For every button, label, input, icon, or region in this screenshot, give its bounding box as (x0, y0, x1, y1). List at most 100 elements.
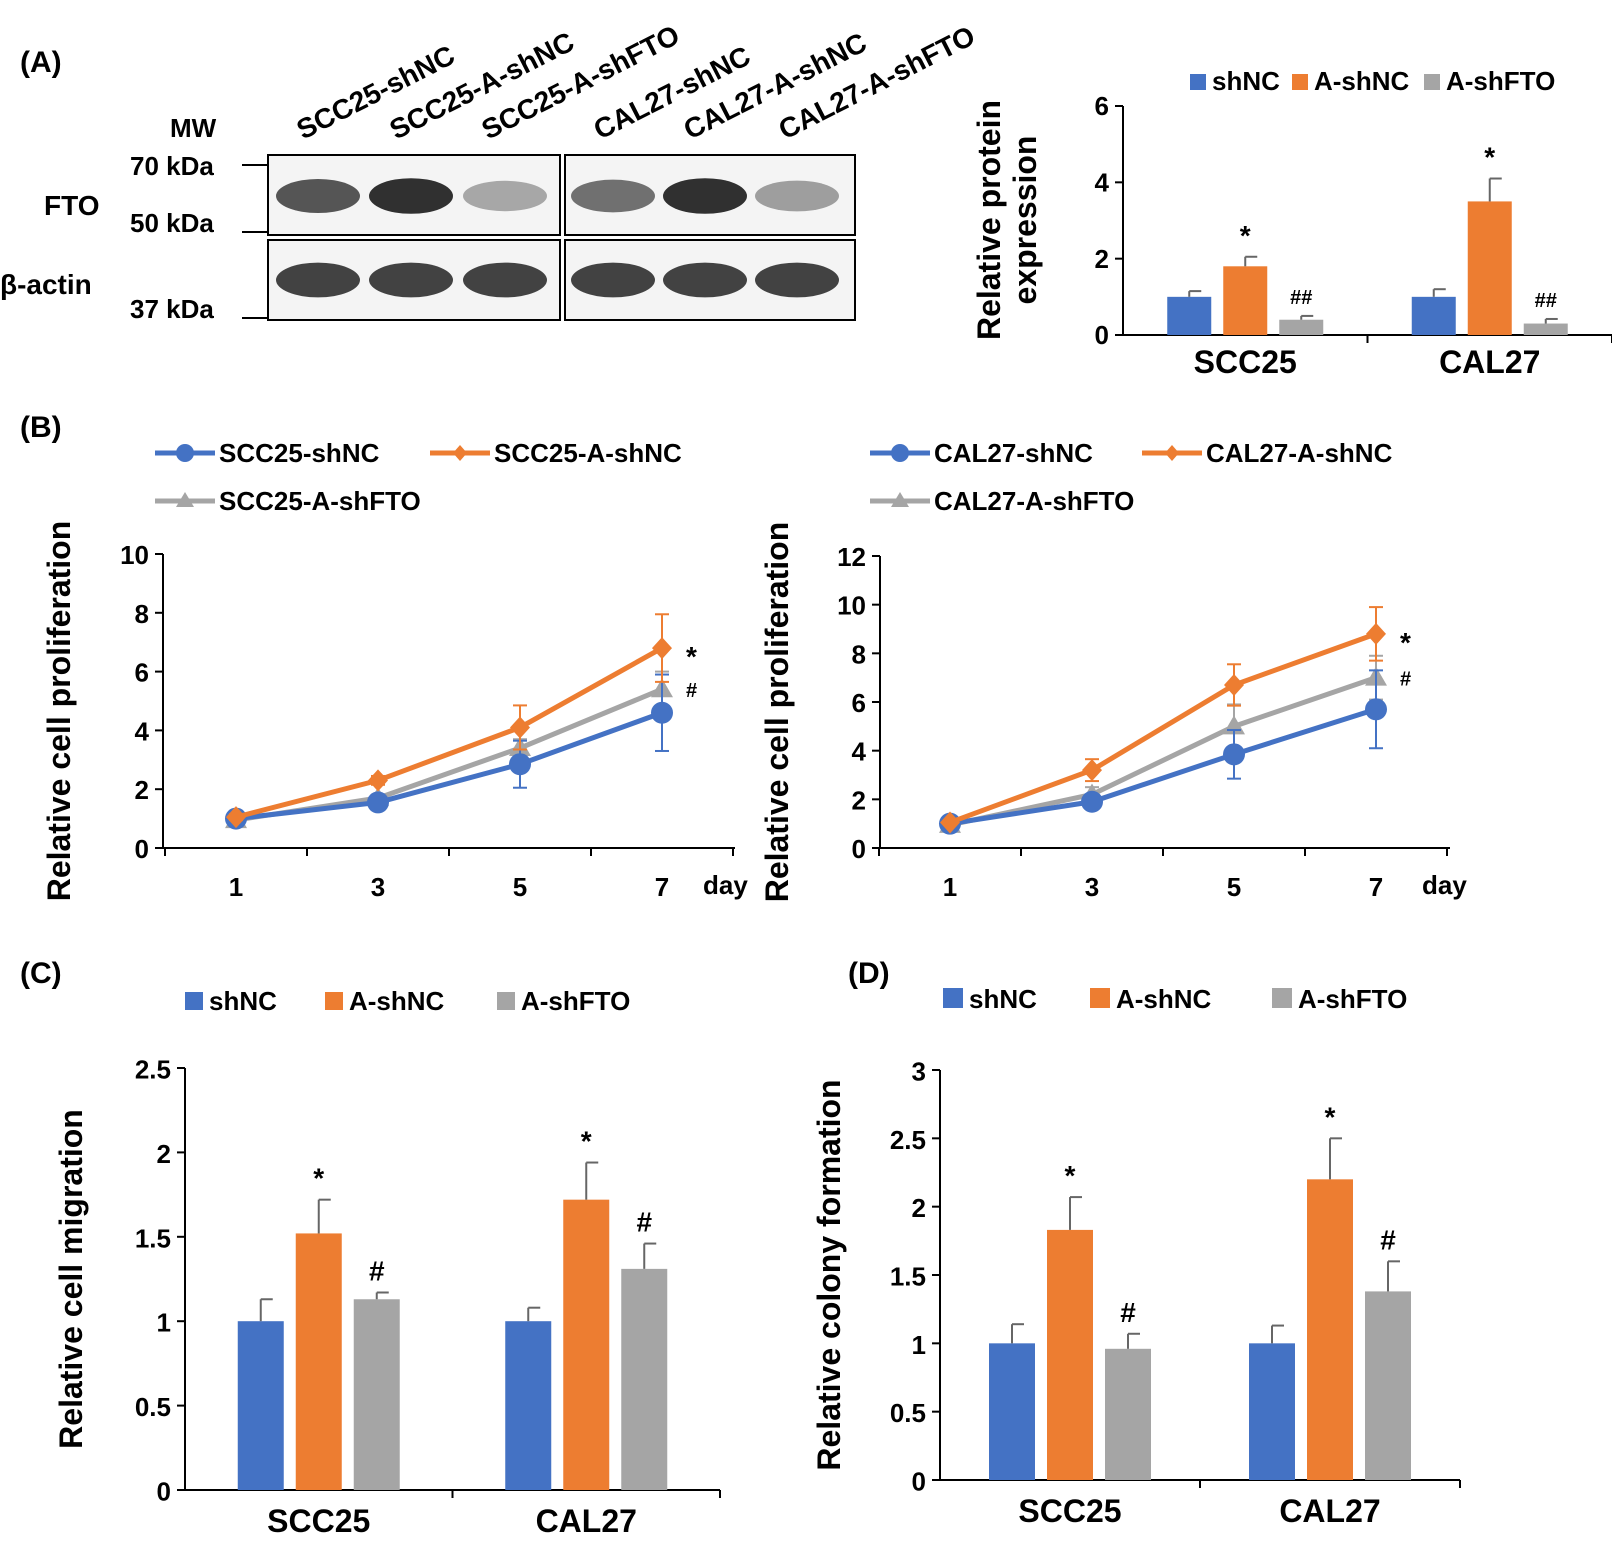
x-axis-label: day (1422, 870, 1467, 900)
bar (1249, 1343, 1295, 1480)
series-line (949, 631, 1377, 825)
significance-mark: * (1325, 1101, 1336, 1132)
x-tick-label: 5 (1227, 872, 1241, 902)
y-tick-label: 1 (912, 1330, 926, 1360)
legend-swatch (1190, 74, 1206, 90)
y-tick-label: 12 (837, 542, 866, 572)
y-axis-label: Relative cell migration (53, 1109, 89, 1449)
significance-mark: ## (1290, 287, 1312, 309)
legend-swatch (1292, 74, 1308, 90)
legend-label: A-shFTO (521, 986, 630, 1016)
bar (1467, 201, 1512, 335)
significance-mark: * (1240, 220, 1251, 251)
western-blot: MW FTO β-actin 70 kDa 50 kDa 37 kDa SCC2… (0, 19, 980, 324)
chart-b-scc25-proliferation: 0 2 4 6 8 10 1 3 5 7 day # * Relative cell proliferat… (41, 438, 748, 902)
x-tick-label: 1 (943, 872, 957, 902)
legend-swatch (943, 988, 963, 1008)
bar (1307, 1179, 1353, 1480)
legend-swatch (1424, 74, 1440, 90)
significance-mark: # (1380, 1224, 1396, 1255)
legend-label: shNC (209, 986, 277, 1016)
bar (353, 1299, 400, 1490)
blot-band (463, 180, 547, 212)
category-label: SCC25 (267, 1503, 370, 1539)
series-line (949, 706, 1377, 827)
marker-37: 37 kDa (130, 294, 214, 324)
bar (1047, 1229, 1093, 1480)
blot-row-label-actin: β-actin (0, 269, 92, 300)
y-tick-label: 0 (852, 834, 866, 864)
data-point (1082, 759, 1102, 782)
legend-label: A-shNC (349, 986, 445, 1016)
significance-mark: * (581, 1126, 592, 1157)
blot-band (755, 262, 839, 298)
y-tick-label: 2.5 (890, 1125, 926, 1155)
legend-swatch (1090, 988, 1110, 1008)
y-tick-label: 0 (157, 1477, 171, 1507)
bar (563, 1199, 610, 1490)
y-axis-label: Relative colony formation (811, 1079, 847, 1470)
data-point (1081, 790, 1103, 813)
y-tick-label: 3 (912, 1057, 926, 1087)
blot-band (755, 180, 839, 212)
marker-70: 70 kDa (130, 151, 214, 181)
x-tick-label: 7 (655, 872, 669, 902)
panel-label-c: (C) (20, 957, 62, 990)
legend-marker (453, 445, 467, 461)
y-tick-label: 0 (135, 834, 149, 864)
blot-lane-labels: SCC25-shNCSCC25-A-shNCSCC25-A-shFTOCAL27… (292, 19, 980, 145)
bar (1167, 296, 1212, 335)
y-tick-label: 2 (852, 785, 866, 815)
significance-mark: # (1120, 1297, 1136, 1328)
legend-label: shNC (969, 984, 1037, 1014)
panel-label-a: (A) (20, 46, 62, 79)
blot-band (276, 179, 360, 213)
category-label: SCC25 (1194, 344, 1297, 380)
y-tick-label: 10 (837, 591, 866, 621)
legend-marker (176, 492, 194, 507)
legend-label: shNC (1212, 66, 1280, 96)
blot-band (663, 178, 747, 214)
significance-mark: * (1484, 142, 1495, 173)
y-tick-label: 10 (120, 540, 149, 570)
data-point (652, 637, 672, 660)
bar (505, 1321, 552, 1490)
y-tick-label: 6 (135, 658, 149, 688)
bar (1223, 266, 1268, 335)
data-point (1366, 622, 1386, 645)
x-tick-label: 5 (513, 872, 527, 902)
y-axis-label: Relative cell proliferation (41, 521, 77, 902)
y-tick-label: 1 (157, 1308, 171, 1338)
category-label: CAL27 (536, 1503, 637, 1539)
y-tick-label: 0 (912, 1467, 926, 1497)
bar (237, 1321, 284, 1490)
data-point (940, 811, 960, 834)
significance-mark: * (313, 1163, 324, 1194)
y-tick-label: 2 (1095, 244, 1109, 274)
y-tick-label: 0 (1095, 320, 1109, 350)
data-point (368, 769, 388, 792)
legend-label: A-shNC (1314, 66, 1410, 96)
significance-mark: * (1065, 1160, 1076, 1191)
legend-swatch (1272, 988, 1292, 1008)
significance-mark: * (686, 641, 697, 672)
x-tick-label: 3 (371, 872, 385, 902)
data-point (226, 806, 246, 829)
blot-membranes (267, 154, 856, 321)
legend-marker (176, 444, 194, 462)
category-label: CAL27 (1279, 1493, 1380, 1529)
y-tick-label: 2 (157, 1139, 171, 1169)
bar (1279, 319, 1324, 335)
chart-c-cell-migration: 0 0.5 1 1.5 2 2.5 SCC25 * # CAL27 * # Relative cell … (53, 986, 721, 1539)
data-point (1365, 698, 1387, 721)
legend-label: SCC25-A-shFTO (219, 486, 421, 516)
chart-b-cal27-proliferation: 0 2 4 6 8 10 12 1 3 5 7 day # * Relative cell prolifer… (759, 438, 1467, 902)
legend-label: A-shFTO (1446, 66, 1555, 96)
legend-label: CAL27-shNC (934, 438, 1093, 468)
legend-label: SCC25-shNC (219, 438, 380, 468)
category-label: CAL27 (1439, 344, 1540, 380)
y-tick-label: 6 (852, 688, 866, 718)
y-tick-label: 4 (135, 716, 150, 746)
series-line (949, 675, 1377, 828)
